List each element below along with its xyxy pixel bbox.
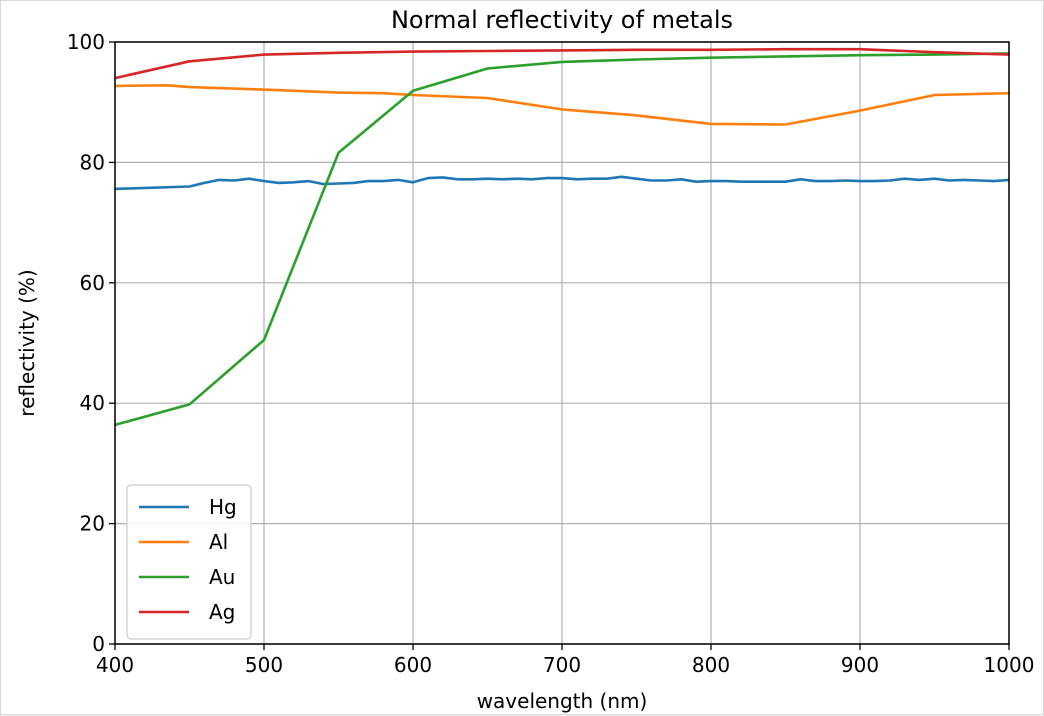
y-tick-label: 40: [80, 391, 105, 415]
legend-label-au: Au: [209, 565, 235, 589]
series-line-ag: [114, 47, 1010, 80]
x-tick-label: 1000: [984, 653, 1035, 677]
legend: Hg Al Au Ag: [126, 484, 252, 640]
x-tick-label: 900: [841, 653, 879, 677]
series-line-hg: [114, 175, 1010, 191]
y-tick-label: 20: [80, 512, 105, 536]
y-tick-label: 60: [80, 271, 105, 295]
legend-label-hg: Hg: [209, 495, 237, 519]
y-tick-label: 80: [80, 150, 105, 174]
x-tick-label: 800: [692, 653, 730, 677]
legend-box: [126, 484, 252, 640]
x-tick-label: 700: [543, 653, 581, 677]
y-tick-label: 100: [67, 30, 105, 54]
x-tick-label: 400: [96, 653, 134, 677]
x-axis-label: wavelength (nm): [477, 689, 648, 713]
legend-label-al: Al: [209, 530, 228, 554]
chart-title: Normal reflectivity of metals: [391, 6, 733, 34]
x-tick-label: 600: [394, 653, 432, 677]
series-line-al: [114, 84, 1010, 126]
y-tick-label: 0: [92, 632, 105, 656]
x-tick-label: 500: [245, 653, 283, 677]
legend-label-ag: Ag: [209, 600, 235, 624]
y-axis-label: reflectivity (%): [15, 269, 39, 416]
series-line-au: [114, 52, 1010, 427]
